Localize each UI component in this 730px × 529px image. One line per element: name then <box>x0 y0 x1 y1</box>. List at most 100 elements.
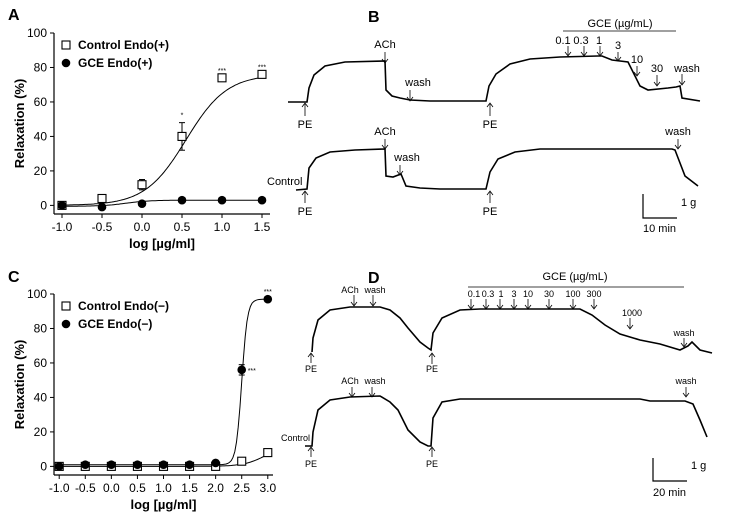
data-point <box>257 195 267 205</box>
y-axis-title-c: Relaxation (%) <box>12 340 27 430</box>
label-d-pe-1: PE <box>305 364 317 374</box>
significance-marker: * <box>181 113 184 120</box>
chart-a: 0 20 40 60 80 100 -1.0 -0.5 0.0 0.5 1.0 1.5 log [µg/… <box>12 26 271 251</box>
panel-letter-c: C <box>8 269 20 286</box>
trace-b-top <box>288 55 701 103</box>
label-b-pe-4: PE <box>483 206 498 218</box>
y-tick-label: 100 <box>27 287 47 301</box>
x-tick-label: -1.0 <box>52 220 73 234</box>
panel-letter-b: B <box>368 9 380 26</box>
data-point <box>217 73 227 83</box>
trace-labels-b <box>301 30 686 219</box>
label-b-dose-0-3: 0.3 <box>573 35 588 47</box>
x-tick-label: 2.0 <box>207 481 224 495</box>
label-d-dose-0-3: 0.3 <box>482 289 495 299</box>
series-c-1: *** *** <box>54 289 272 471</box>
label-b-wash-2: wash <box>673 63 700 75</box>
y-tick-label: 60 <box>34 95 48 109</box>
data-point <box>97 202 107 212</box>
x-tick-label: 3.0 <box>259 481 276 495</box>
label-b-dose-1: 1 <box>596 35 602 47</box>
label-b-pe-1: PE <box>298 119 313 131</box>
label-d-dose-300: 300 <box>586 289 601 299</box>
label-b-wash-1: wash <box>404 77 431 89</box>
y-tick-label: 60 <box>34 356 48 370</box>
label-d-dose-1000: 1000 <box>622 308 642 318</box>
legend-marker <box>61 301 71 311</box>
label-d-pe-4: PE <box>426 459 438 469</box>
data-point <box>159 460 168 469</box>
panel-letter-d: D <box>368 270 380 287</box>
label-d-control: Control <box>281 433 310 443</box>
data-point <box>177 195 187 205</box>
significance-marker: *** <box>264 289 272 296</box>
scale-d-force: 1 g <box>691 460 706 472</box>
legend-marker <box>61 58 71 68</box>
x-tick-label: 1.0 <box>214 220 231 234</box>
label-b-dose-0-1: 0.1 <box>555 35 570 47</box>
data-point <box>177 131 187 141</box>
y-tick-label: 80 <box>34 60 48 74</box>
trace-text-d: PE ACh wash PE 0.1 0.3 1 3 10 30 100 300… <box>281 271 706 499</box>
data-point <box>211 458 220 468</box>
label-d-wash-2: wash <box>672 328 694 338</box>
label-d-dose-10: 10 <box>523 289 533 299</box>
x-axis-title-a: log [µg/ml] <box>129 236 195 251</box>
label-d-dose-0-1: 0.1 <box>468 289 481 299</box>
x-tick-label: 2.5 <box>233 481 250 495</box>
x-tick-label: -1.0 <box>49 481 70 495</box>
data-point <box>137 199 147 208</box>
series-a-0: **** *** <box>57 64 267 210</box>
label-b-ach-2: ACh <box>374 126 395 138</box>
data-point <box>185 460 194 469</box>
series-a-1 <box>57 195 267 212</box>
label-d-wash-4: wash <box>674 376 696 386</box>
label-b-wash-4: wash <box>664 126 691 138</box>
significance-marker: *** <box>258 64 266 71</box>
label-d-wash-3: wash <box>363 376 385 386</box>
x-tick-label: -0.5 <box>75 481 96 495</box>
significance-marker: *** <box>248 368 256 375</box>
data-point <box>80 460 90 469</box>
trace-d-bottom <box>305 395 708 447</box>
legend-label: GCE Endo(−) <box>78 317 152 331</box>
x-tick-label: 1.5 <box>181 481 198 495</box>
label-b-control: Control <box>267 176 302 188</box>
label-b-pe-2: PE <box>483 119 498 131</box>
x-axis-title-c: log [µg/ml] <box>131 497 197 512</box>
data-point <box>257 69 267 79</box>
data-point <box>133 460 142 469</box>
trace-labels-d <box>307 286 690 482</box>
data-point <box>107 460 116 469</box>
chart-c: 0 20 40 60 80 100 -1.0 -0.5 0.0 0.5 1.0 1.5 2.0 2.5 3.… <box>12 287 276 512</box>
x-tick-label: 0.5 <box>129 481 146 495</box>
fit-curve <box>62 77 263 206</box>
significance-marker: *** <box>218 68 226 75</box>
data-point <box>263 448 273 458</box>
legend-c: Control Endo(−) GCE Endo(−) <box>61 299 169 331</box>
label-b-ach-1: ACh <box>374 39 395 51</box>
label-b-gce-header: GCE (µg/mL) <box>587 18 652 30</box>
trace-panel-b <box>288 55 701 191</box>
label-d-dose-100: 100 <box>565 289 580 299</box>
label-d-dose-3: 3 <box>511 289 516 299</box>
label-d-ach-1: ACh <box>341 285 359 295</box>
data-point <box>237 456 247 466</box>
label-d-pe-3: PE <box>305 459 317 469</box>
label-b-dose-30: 30 <box>651 63 663 75</box>
trace-b-bottom <box>295 148 699 191</box>
scale-d-time: 20 min <box>653 487 686 499</box>
legend-label: GCE Endo(+) <box>78 56 152 70</box>
y-tick-label: 40 <box>34 390 48 404</box>
data-point <box>217 195 227 205</box>
x-tick-label: 0.0 <box>134 220 151 234</box>
scale-b-force: 1 g <box>681 197 696 209</box>
y-tick-label: 0 <box>40 459 47 473</box>
trace-d-top <box>311 306 713 354</box>
label-d-dose-30: 30 <box>544 289 554 299</box>
label-b-dose-10: 10 <box>631 54 643 66</box>
x-tick-label: 1.0 <box>155 481 172 495</box>
label-b-pe-3: PE <box>298 206 313 218</box>
label-d-gce-header: GCE (µg/mL) <box>542 271 607 283</box>
